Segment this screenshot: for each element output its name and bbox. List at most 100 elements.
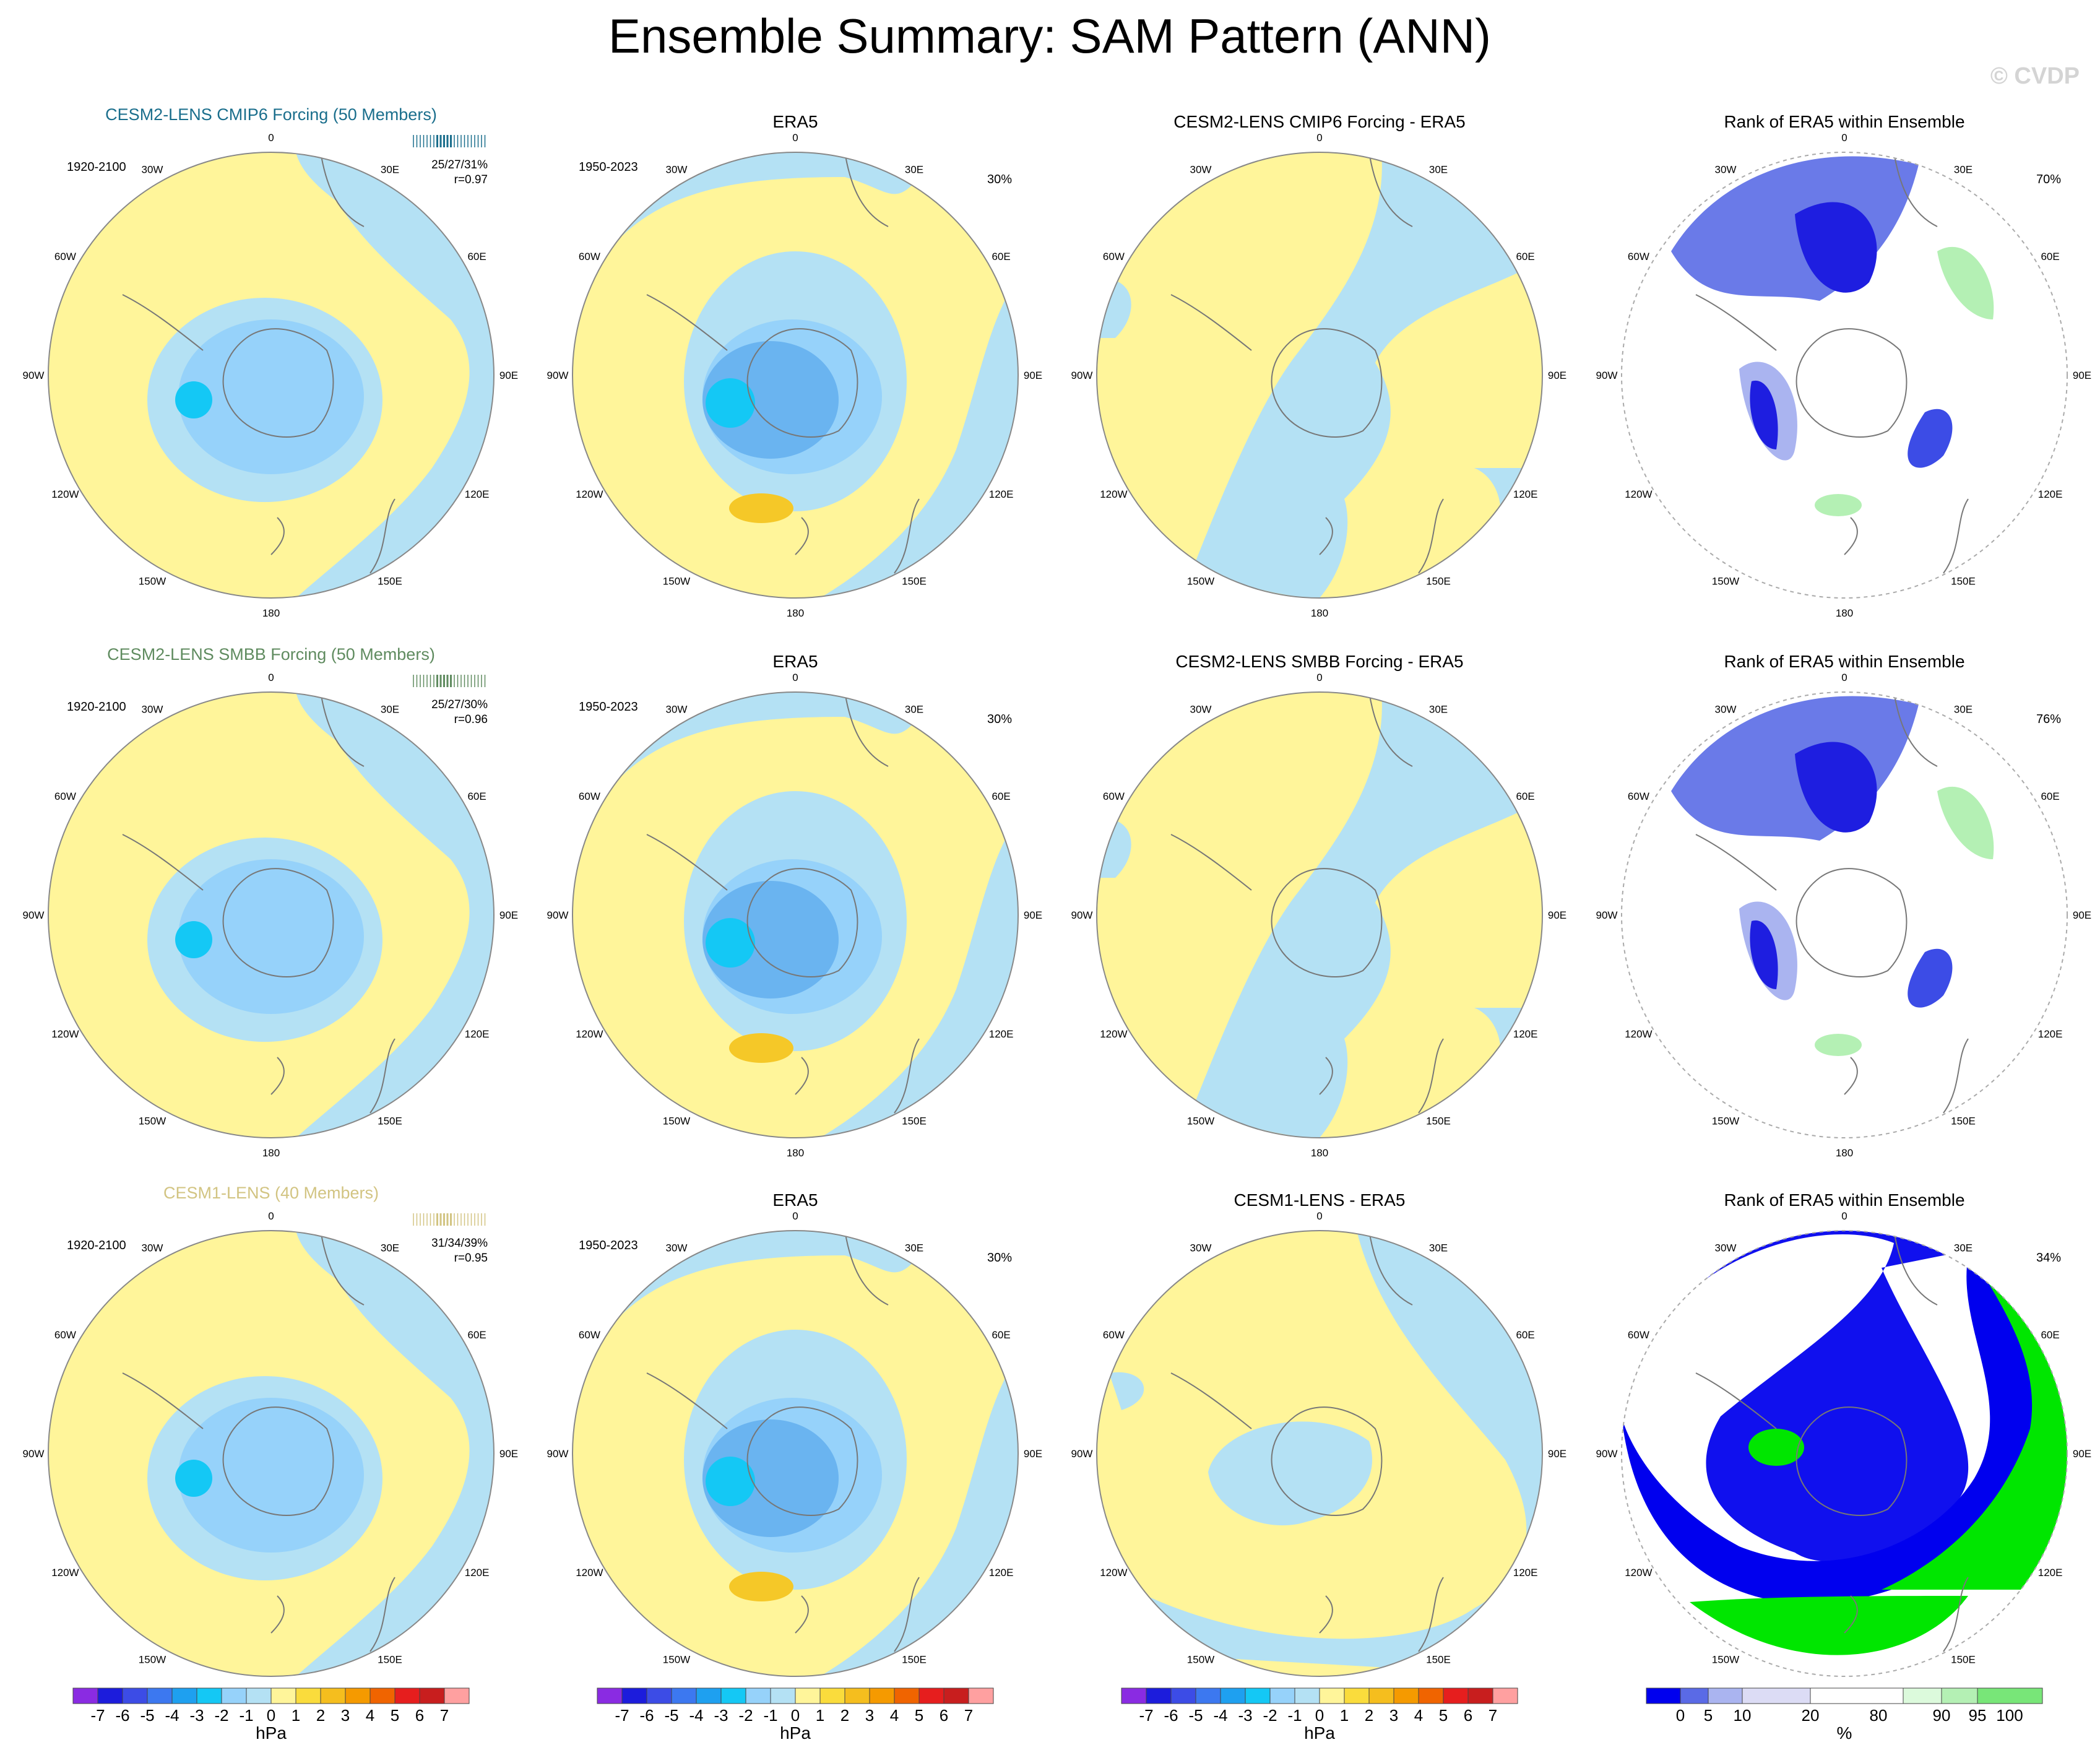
longitude-label: 60W <box>54 1329 76 1341</box>
period-label: 1920-2100 <box>67 160 126 174</box>
period-label: 1950-2023 <box>579 1239 638 1252</box>
variance-percent: 30% <box>987 1251 1012 1265</box>
obs-panel-row-1: 0 30E 60E 90E 120E 150E 180 150W 120W 90W 60W 30W ER… <box>547 112 1043 619</box>
colorbar-tick-label: 2 <box>840 1706 849 1725</box>
colorbar-tick-label: 3 <box>1389 1706 1398 1725</box>
longitude-label: 90E <box>499 909 518 921</box>
colorbar-tick-label: 0 <box>791 1706 800 1725</box>
longitude-label: 120W <box>1625 488 1652 500</box>
longitude-label: 60E <box>467 251 486 262</box>
colorbar-tick-label: 4 <box>1414 1706 1423 1725</box>
colorbar-swatch <box>1393 1687 1419 1704</box>
colorbar-swatch <box>745 1687 771 1704</box>
colorbar-tick-label: 5 <box>391 1706 399 1725</box>
longitude-label: 0 <box>792 672 798 683</box>
difference-panel-title: CESM2-LENS CMIP6 Forcing - ERA5 <box>1173 112 1465 131</box>
longitude-label: 30E <box>1954 703 1973 715</box>
colorbar-swatch <box>720 1687 746 1704</box>
longitude-label: 180 <box>1836 607 1853 619</box>
period-label: 1950-2023 <box>579 700 638 714</box>
longitude-label: 90W <box>547 370 569 381</box>
longitude-label: 30E <box>381 1242 399 1254</box>
longitude-label: 150E <box>378 576 402 587</box>
colorbar-swatch <box>444 1687 470 1704</box>
longitude-label: 30W <box>1715 703 1737 715</box>
colorbar-tick-label: -1 <box>239 1706 253 1725</box>
longitude-label: 30E <box>1954 1242 1973 1254</box>
longitude-label: 150W <box>1187 576 1214 587</box>
variance-percent: 30% <box>987 173 1012 186</box>
colorbar-swatch <box>1269 1687 1295 1704</box>
longitude-label: 30E <box>905 163 923 175</box>
longitude-label: 30W <box>666 163 688 175</box>
longitude-label: 90W <box>547 909 569 921</box>
colorbar-tick-label: -7 <box>90 1706 105 1725</box>
longitude-label: 30W <box>1715 1242 1737 1254</box>
colorbar-swatch <box>1146 1687 1172 1704</box>
colorbar-tick-label: 100 <box>1996 1706 2023 1725</box>
longitude-label: 150E <box>1426 1115 1451 1127</box>
colorbar-tick-label: 1 <box>292 1706 300 1725</box>
colorbar-tick-label: 0 <box>1676 1706 1685 1725</box>
diff-map-disk <box>1097 692 1542 1138</box>
period-label: 1920-2100 <box>67 700 126 714</box>
model-panel-title: CESM2-LENS SMBB Forcing (50 Members) <box>107 645 435 664</box>
longitude-label: 30E <box>1429 163 1448 175</box>
longitude-label: 30W <box>1190 703 1212 715</box>
period-label: 1920-2100 <box>67 1239 126 1252</box>
longitude-label: 120E <box>2038 1567 2063 1579</box>
longitude-label: 60E <box>467 791 486 802</box>
colorbar-tick-label: 95 <box>1969 1706 1987 1725</box>
longitude-label: 90W <box>1596 370 1618 381</box>
colorbar-tick-label: 10 <box>1734 1706 1752 1725</box>
longitude-label: 60E <box>2041 1329 2059 1341</box>
longitude-label: 0 <box>1316 672 1322 683</box>
ensemble-spread-ticks <box>413 1213 486 1226</box>
longitude-label: 90E <box>1024 370 1042 381</box>
longitude-label: 60W <box>54 791 76 802</box>
diff-map-disk <box>1097 1231 1542 1676</box>
colorbar-tick-label: 2 <box>316 1706 325 1725</box>
rank-percent: 76% <box>2036 713 2061 726</box>
ensemble-stats-percent: 25/27/30% <box>431 698 488 711</box>
longitude-label: 30W <box>666 703 688 715</box>
longitude-label: 120W <box>1100 1028 1127 1040</box>
longitude-label: 120E <box>989 488 1014 500</box>
obs-map-disk <box>573 152 1018 598</box>
colorbar-swatch <box>671 1687 697 1704</box>
longitude-label: 120W <box>576 488 603 500</box>
longitude-label: 30W <box>1190 1242 1212 1254</box>
longitude-label: 150E <box>1951 1654 1976 1666</box>
longitude-label: 150W <box>139 1654 166 1666</box>
map-boundary <box>1621 1230 2068 1677</box>
longitude-label: 150E <box>1426 576 1451 587</box>
colorbar-swatch <box>345 1687 371 1704</box>
colorbar-tick-label: -6 <box>639 1706 654 1725</box>
colorbar-tick-label: -5 <box>664 1706 678 1725</box>
longitude-label: 120W <box>576 1028 603 1040</box>
colorbar-swatch <box>1344 1687 1370 1704</box>
longitude-label: 120W <box>576 1567 603 1579</box>
colorbar-tick-label: 5 <box>1439 1706 1448 1725</box>
colorbar-swatch <box>795 1687 821 1704</box>
colorbar-tick-label: 7 <box>1489 1706 1497 1725</box>
model-map-disk <box>48 152 494 598</box>
colorbar-swatch <box>270 1687 296 1704</box>
colorbar-tick-label: 20 <box>1802 1706 1820 1725</box>
colorbar-unit-label: hPa <box>780 1723 811 1743</box>
difference-panel-title: CESM1-LENS - ERA5 <box>1234 1190 1406 1210</box>
difference-panel-title: CESM2-LENS SMBB Forcing - ERA5 <box>1175 652 1463 671</box>
longitude-label: 0 <box>792 132 798 144</box>
longitude-label: 90W <box>23 370 45 381</box>
diff-panel-row-2: 0 30E 60E 90E 120E 150E 180 150W 120W 90W 60W 30W CE… <box>1071 652 1567 1159</box>
rank-percent: 34% <box>2036 1251 2061 1265</box>
map-boundary <box>572 1230 1019 1677</box>
map-boundary <box>572 691 1019 1138</box>
map-boundary <box>1621 152 2068 599</box>
longitude-label: 60E <box>1516 251 1534 262</box>
colorbar-swatch <box>1245 1687 1271 1704</box>
map-boundary <box>1096 691 1543 1138</box>
longitude-label: 120W <box>1625 1567 1652 1579</box>
longitude-label: 150E <box>378 1115 402 1127</box>
model-panel-row-1: 0 30E 60E 90E 120E 150E 180 150W 120W 90W 60W 30W CE… <box>23 105 519 619</box>
